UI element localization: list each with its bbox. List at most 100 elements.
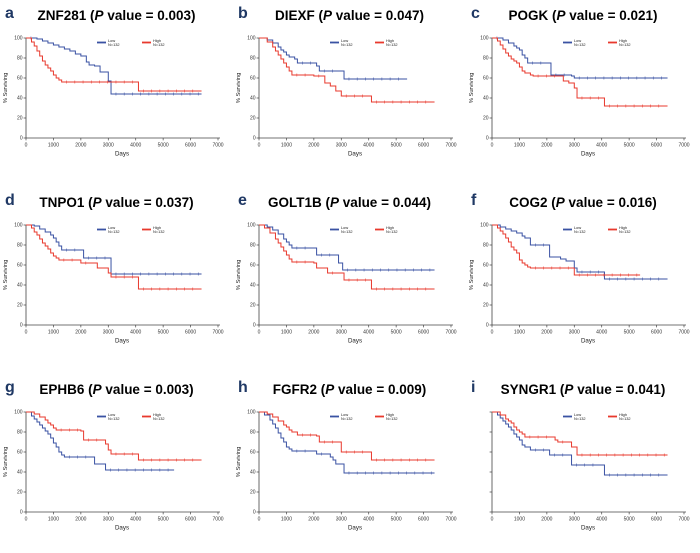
y-tick-label: 40 (483, 283, 489, 289)
x-tick-label: 7000 (678, 330, 689, 336)
y-tick-label: 0 (20, 510, 23, 516)
y-tick-label: 60 (250, 263, 256, 269)
legend-n-high: N=132 (153, 416, 165, 421)
km-curve-low (259, 411, 435, 474)
legend-label-low: Low (341, 412, 348, 417)
panel-letter: g (5, 379, 15, 396)
km-panel: f COG2 (P value = 0.016) 0 20 40 60 80 100 0 10… (466, 192, 700, 351)
legend-label-low: Low (574, 38, 581, 43)
panel-letter: b (238, 5, 248, 22)
y-tick-label: 20 (250, 490, 256, 496)
y-tick-label: 20 (17, 116, 23, 122)
x-tick-label: 7000 (212, 143, 223, 149)
x-tick-label: 0 (258, 517, 261, 523)
km-curve-low (259, 224, 435, 271)
legend-n-high: N=132 (619, 229, 631, 234)
legend-label-low: Low (108, 38, 115, 43)
x-tick-label: 5000 (624, 143, 635, 149)
y-tick-label: 0 (20, 323, 23, 329)
panel-header: i SYNGR1 (P value = 0.041) (466, 379, 700, 400)
x-tick-label: 6000 (418, 143, 429, 149)
y-tick-label: 20 (483, 116, 489, 122)
x-tick-label: 5000 (624, 517, 635, 523)
gene-name: ZNF281 (37, 8, 87, 23)
y-tick-label: 80 (17, 243, 23, 249)
km-curve-high (26, 37, 202, 92)
x-tick-label: 6000 (185, 517, 196, 523)
x-tick-label: 3000 (569, 517, 580, 523)
km-panel: h FGFR2 (P value = 0.009) 0 20 40 60 80 100 0 1… (233, 379, 466, 538)
y-tick-label: 40 (250, 470, 256, 476)
panel-letter: a (5, 5, 14, 22)
x-tick-label: 2000 (75, 330, 86, 336)
y-tick-label: 40 (250, 283, 256, 289)
legend-n-high: N=132 (619, 416, 631, 421)
x-tick-label: 4000 (130, 143, 141, 149)
x-tick-label: 1000 (514, 517, 525, 523)
legend-label-low: Low (341, 38, 348, 43)
y-axis-label: % Surviving (236, 73, 242, 104)
legend-label-high: High (386, 412, 394, 417)
km-panel: c POGK (P value = 0.021) 0 20 40 60 80 100 0 10… (466, 5, 700, 164)
panel-letter: c (471, 5, 480, 22)
gene-name: FGFR2 (272, 382, 318, 397)
km-curve-high (26, 411, 202, 461)
panel-letter: e (238, 192, 247, 209)
y-tick-label: 100 (480, 223, 489, 229)
y-tick-label: 100 (14, 223, 23, 229)
panel-letter: i (471, 379, 476, 396)
x-tick-label: 3000 (336, 143, 347, 149)
km-curve-high (492, 224, 641, 276)
panel-title: COG2 (P value = 0.016) (509, 195, 657, 210)
km-curve-high (492, 37, 668, 107)
y-tick-label: 40 (250, 96, 256, 102)
panel-header: e GOLT1B (P value = 0.044) (233, 192, 466, 213)
x-axis-label: Days (581, 151, 595, 158)
panel-title: FGFR2 (P value = 0.009) (272, 382, 427, 397)
x-tick-label: 2000 (308, 517, 319, 523)
y-tick-label: 100 (247, 410, 256, 416)
x-tick-label: 3000 (336, 517, 347, 523)
x-tick-label: 7000 (445, 330, 456, 336)
x-tick-label: 1000 (281, 330, 292, 336)
x-tick-label: 0 (258, 143, 261, 149)
panel-header: g EPHB6 (P value = 0.003) (0, 379, 233, 400)
x-axis-label: Days (115, 525, 129, 532)
y-tick-label: 80 (250, 430, 256, 436)
x-tick-label: 0 (25, 330, 28, 336)
y-tick-label: 0 (253, 323, 256, 329)
km-curve-low (492, 411, 668, 476)
y-tick-label: 20 (17, 490, 23, 496)
panel-header: a ZNF281 (P value = 0.003) (0, 5, 233, 26)
x-tick-label: 3000 (103, 330, 114, 336)
x-tick-label: 0 (25, 143, 28, 149)
x-axis-label: Days (581, 525, 595, 532)
y-tick-label: 40 (17, 96, 23, 102)
y-tick-label: 100 (14, 410, 23, 416)
x-tick-label: 0 (491, 517, 494, 523)
x-tick-label: 2000 (308, 330, 319, 336)
x-tick-label: 3000 (569, 330, 580, 336)
km-panel: d TNPO1 (P value = 0.037) 0 20 40 60 80 100 0 1… (0, 192, 233, 351)
x-tick-label: 2000 (541, 330, 552, 336)
panel-letter: d (5, 192, 15, 209)
panel-title: ZNF281 (P value = 0.003) (37, 8, 196, 23)
legend-n-high: N=132 (386, 229, 398, 234)
x-tick-label: 5000 (158, 330, 169, 336)
x-tick-label: 7000 (212, 517, 223, 523)
legend-label-high: High (619, 225, 627, 230)
x-tick-label: 1000 (514, 330, 525, 336)
x-tick-label: 1000 (48, 517, 59, 523)
x-tick-label: 0 (491, 143, 494, 149)
panel-title: TNPO1 (P value = 0.037) (39, 195, 194, 210)
km-panel: g EPHB6 (P value = 0.003) 0 20 40 60 80 100 0 1… (0, 379, 233, 538)
x-axis-label: Days (348, 525, 362, 532)
y-tick-label: 40 (483, 96, 489, 102)
legend-label-high: High (153, 225, 161, 230)
x-tick-label: 2000 (75, 517, 86, 523)
